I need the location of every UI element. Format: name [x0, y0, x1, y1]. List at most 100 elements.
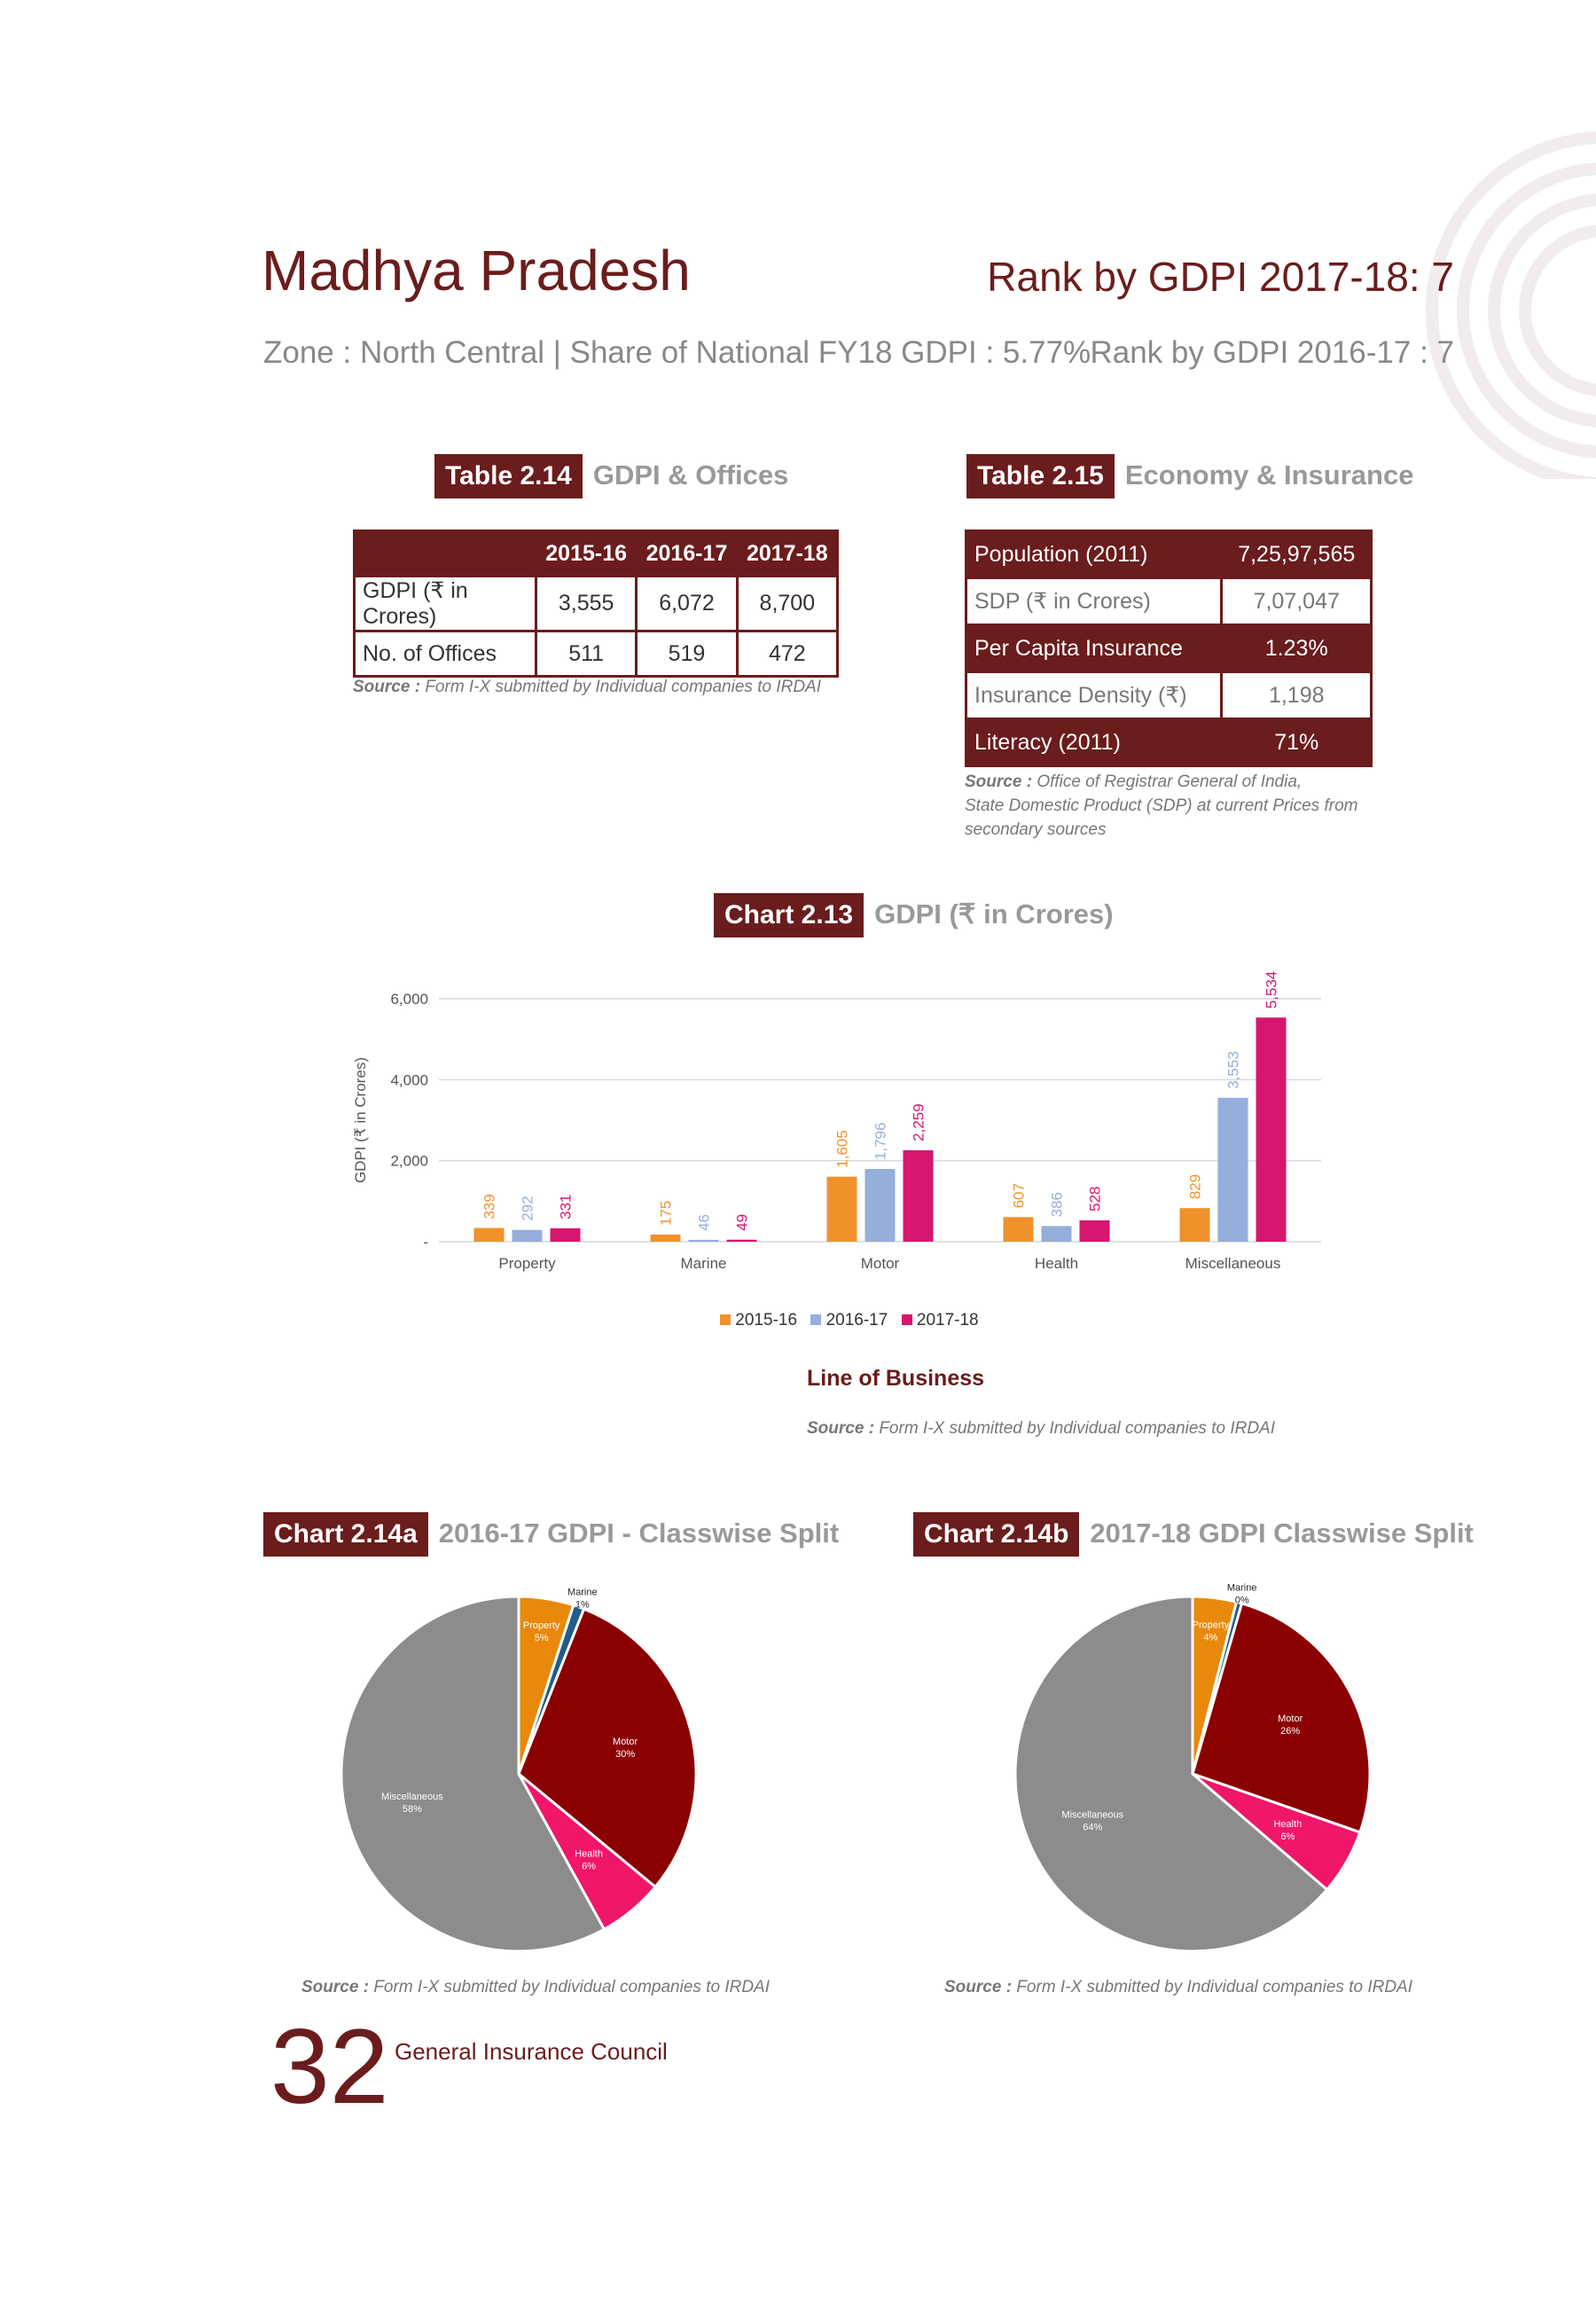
source-label: Source :: [944, 1978, 1013, 1996]
slice-category-label: Property: [1193, 1620, 1230, 1630]
x-tick-label: Miscellaneous: [1185, 1255, 1281, 1272]
bar: [550, 1228, 581, 1242]
chart-2-13-source: Source : Form I-X submitted by Individua…: [807, 1419, 1275, 1439]
rank-2017-18: Rank by GDPI 2017-18: 7: [987, 254, 1454, 300]
row-label: SDP (₹ in Crores): [964, 576, 1224, 626]
data-label: 49: [734, 1214, 751, 1231]
data-label: 175: [658, 1201, 675, 1226]
row-label: Per Capita Insurance: [964, 624, 1224, 673]
source-text: Form I-X submitted by Individual compani…: [373, 1978, 770, 1996]
data-label: 2,259: [911, 1103, 927, 1141]
bar: [826, 1176, 857, 1242]
page-title: Madhya Pradesh: [262, 239, 691, 302]
gdpi-bar-chart: - 2,000 4,000 6,000 GDPI (₹ in Crores) 339 292…: [352, 971, 1321, 1272]
data-label: 829: [1187, 1174, 1204, 1199]
table-2-15: Population (2011) 7,25,97,565 SDP (₹ in …: [964, 529, 1373, 767]
y-axis-label: GDPI (₹ in Crores): [352, 1057, 369, 1183]
bar: [512, 1229, 543, 1242]
table-2-15-title: Economy & Insurance: [1124, 459, 1414, 490]
rank-2016-17: Rank by GDPI 2016-17 : 7: [1090, 335, 1455, 370]
zone-share: Zone : North Central | Share of National…: [263, 335, 1091, 370]
table-2-15-tag: Table 2.15: [966, 454, 1115, 498]
chart-2-13-heading: Chart 2.13 GDPI (₹ in Crores): [714, 893, 1114, 937]
chart-2-14b-tag: Chart 2.14b: [913, 1512, 1080, 1557]
bar: [1179, 1208, 1210, 1242]
bar: [688, 1239, 719, 1242]
column-header: 2015-16: [534, 529, 638, 577]
bar: [1041, 1226, 1072, 1242]
slice-percent-label: 1%: [575, 1600, 590, 1611]
table-2-14-title: GDPI & Offices: [592, 459, 789, 490]
bar: [864, 1168, 896, 1242]
chart-2-14a-tag: Chart 2.14a: [263, 1512, 428, 1557]
publisher-name: General Insurance Council: [395, 2038, 668, 2065]
table-row: GDPI (₹ in Crores) 3,555 6,072 8,700: [353, 575, 840, 632]
legend-label: 2017-18: [916, 1311, 979, 1329]
source-line: Office of Registrar General of India,: [1037, 773, 1303, 791]
slice-percent-label: 6%: [1280, 1831, 1295, 1842]
source-text: Form I-X submitted by Individual compani…: [879, 1419, 1275, 1438]
source-line: State Domestic Product (SDP) at current …: [965, 796, 1358, 815]
y-tick-label: 6,000: [390, 991, 428, 1008]
cell: 71%: [1220, 718, 1373, 767]
bar: [473, 1228, 505, 1242]
row-label: Insurance Density (₹): [964, 671, 1224, 720]
legend-swatch: [720, 1314, 731, 1325]
slice-percent-label: 64%: [1083, 1823, 1102, 1833]
cell: 3,555: [534, 575, 638, 632]
cell: 7,25,97,565: [1220, 529, 1373, 579]
bar-chart-xlabel: Line of Business: [807, 1366, 985, 1391]
legend-label: 2015-16: [735, 1311, 798, 1329]
table-2-14-heading: Table 2.14 GDPI & Offices: [434, 454, 788, 498]
data-label: 5,534: [1264, 971, 1280, 1009]
table-row: Per Capita Insurance 1.23%: [964, 624, 1373, 673]
slice-category-label: Marine: [1227, 1582, 1257, 1593]
data-label: 1,796: [872, 1122, 889, 1160]
x-tick-label: Marine: [681, 1255, 727, 1272]
data-label: 292: [520, 1196, 536, 1220]
source-label: Source :: [301, 1978, 370, 1996]
cell: 7,07,047: [1220, 576, 1373, 626]
slice-category-label: Health: [575, 1849, 603, 1860]
chart-2-13-title: GDPI (₹ in Crores): [874, 898, 1114, 929]
slice-percent-label: 30%: [615, 1749, 635, 1760]
slice-percent-label: 0%: [1235, 1595, 1249, 1605]
slice-category-label: Marine: [567, 1588, 598, 1598]
table-row: Literacy (2011) 71%: [964, 718, 1373, 767]
bar: [1079, 1220, 1110, 1242]
column-header: 2016-17: [635, 529, 739, 577]
bar: [1003, 1217, 1034, 1242]
legend-label: 2016-17: [825, 1311, 888, 1329]
row-label: Population (2011): [964, 529, 1224, 579]
chart-2-14b-heading: Chart 2.14b 2017-18 GDPI Classwise Split: [913, 1512, 1474, 1557]
column-header: 2017-18: [735, 529, 840, 577]
source-label: Source :: [353, 678, 421, 696]
chart-2-14a-source: Source : Form I-X submitted by Individua…: [301, 1978, 770, 1997]
bar-chart-legend: 2015-16 2016-17 2017-18: [720, 1311, 979, 1330]
y-tick-label: 4,000: [390, 1071, 428, 1088]
slice-category-label: Motor: [613, 1737, 638, 1747]
slice-category-label: Health: [1273, 1819, 1302, 1830]
bar: [650, 1235, 681, 1242]
bar: [726, 1239, 757, 1242]
bar: [1217, 1097, 1248, 1242]
data-label: 1,605: [834, 1130, 851, 1168]
table-2-14: 2015-16 2016-17 2017-18 GDPI (₹ in Crore…: [353, 529, 840, 678]
slice-percent-label: 6%: [582, 1862, 596, 1872]
chart-2-14b-title: 2017-18 GDPI Classwise Split: [1090, 1518, 1474, 1549]
slice-percent-label: 26%: [1280, 1726, 1300, 1737]
pie-slice: [1013, 1595, 1329, 1953]
bar: [903, 1149, 934, 1242]
chart-2-14b-source: Source : Form I-X submitted by Individua…: [944, 1978, 1412, 1997]
bar: [1256, 1017, 1287, 1242]
decorative-arcs: [1426, 131, 1596, 479]
pie-slice: [340, 1595, 606, 1953]
table-row: Population (2011) 7,25,97,565: [964, 529, 1373, 579]
data-label: 339: [481, 1194, 498, 1219]
slice-category-label: Miscellaneous: [381, 1792, 443, 1802]
cell: 8,700: [735, 575, 840, 632]
source-line: secondary sources: [965, 820, 1107, 839]
pie-slice: [1191, 1602, 1372, 1834]
y-tick-label: -: [423, 1234, 428, 1251]
